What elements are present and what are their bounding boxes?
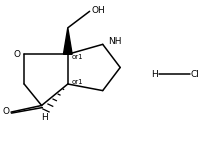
- Text: or1: or1: [72, 79, 83, 85]
- Text: Cl: Cl: [190, 70, 199, 79]
- Text: O: O: [2, 107, 9, 116]
- Polygon shape: [63, 28, 72, 54]
- Text: or1: or1: [72, 54, 83, 60]
- Text: OH: OH: [92, 6, 106, 15]
- Text: NH: NH: [108, 37, 122, 46]
- Text: O: O: [14, 50, 21, 59]
- Text: H: H: [151, 70, 158, 79]
- Text: H: H: [42, 113, 48, 122]
